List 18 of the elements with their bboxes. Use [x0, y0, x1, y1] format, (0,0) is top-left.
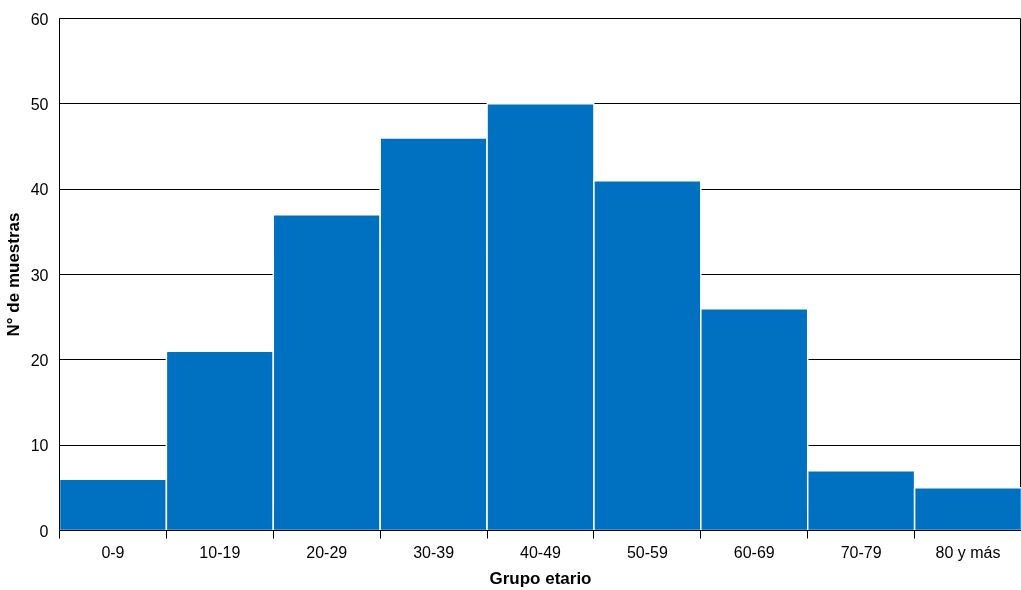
y-tick-label: 10 — [30, 437, 49, 455]
y-tick-label: 30 — [30, 266, 49, 284]
y-tick-label: 0 — [39, 522, 49, 540]
x-tick-label: 50-59 — [626, 543, 668, 561]
x-tick-label: 30-39 — [413, 543, 455, 561]
y-axis-title: N° de muestras — [3, 212, 23, 337]
y-tick-label: 20 — [30, 351, 49, 369]
x-tick-label: 0-9 — [101, 543, 125, 561]
x-axis-title: Grupo etario — [489, 568, 592, 588]
y-tick-label: 50 — [30, 95, 49, 113]
x-tick-label: 80 y más — [935, 543, 1001, 561]
x-tick-label: 60-69 — [733, 543, 775, 561]
x-tick-label: 40-49 — [520, 543, 562, 561]
x-tick-label: 20-29 — [306, 543, 348, 561]
x-tick-label: 10-19 — [199, 543, 241, 561]
y-tick-label: 60 — [30, 10, 49, 28]
x-tick-label: 70-79 — [840, 543, 882, 561]
y-tick-label: 40 — [30, 181, 49, 199]
